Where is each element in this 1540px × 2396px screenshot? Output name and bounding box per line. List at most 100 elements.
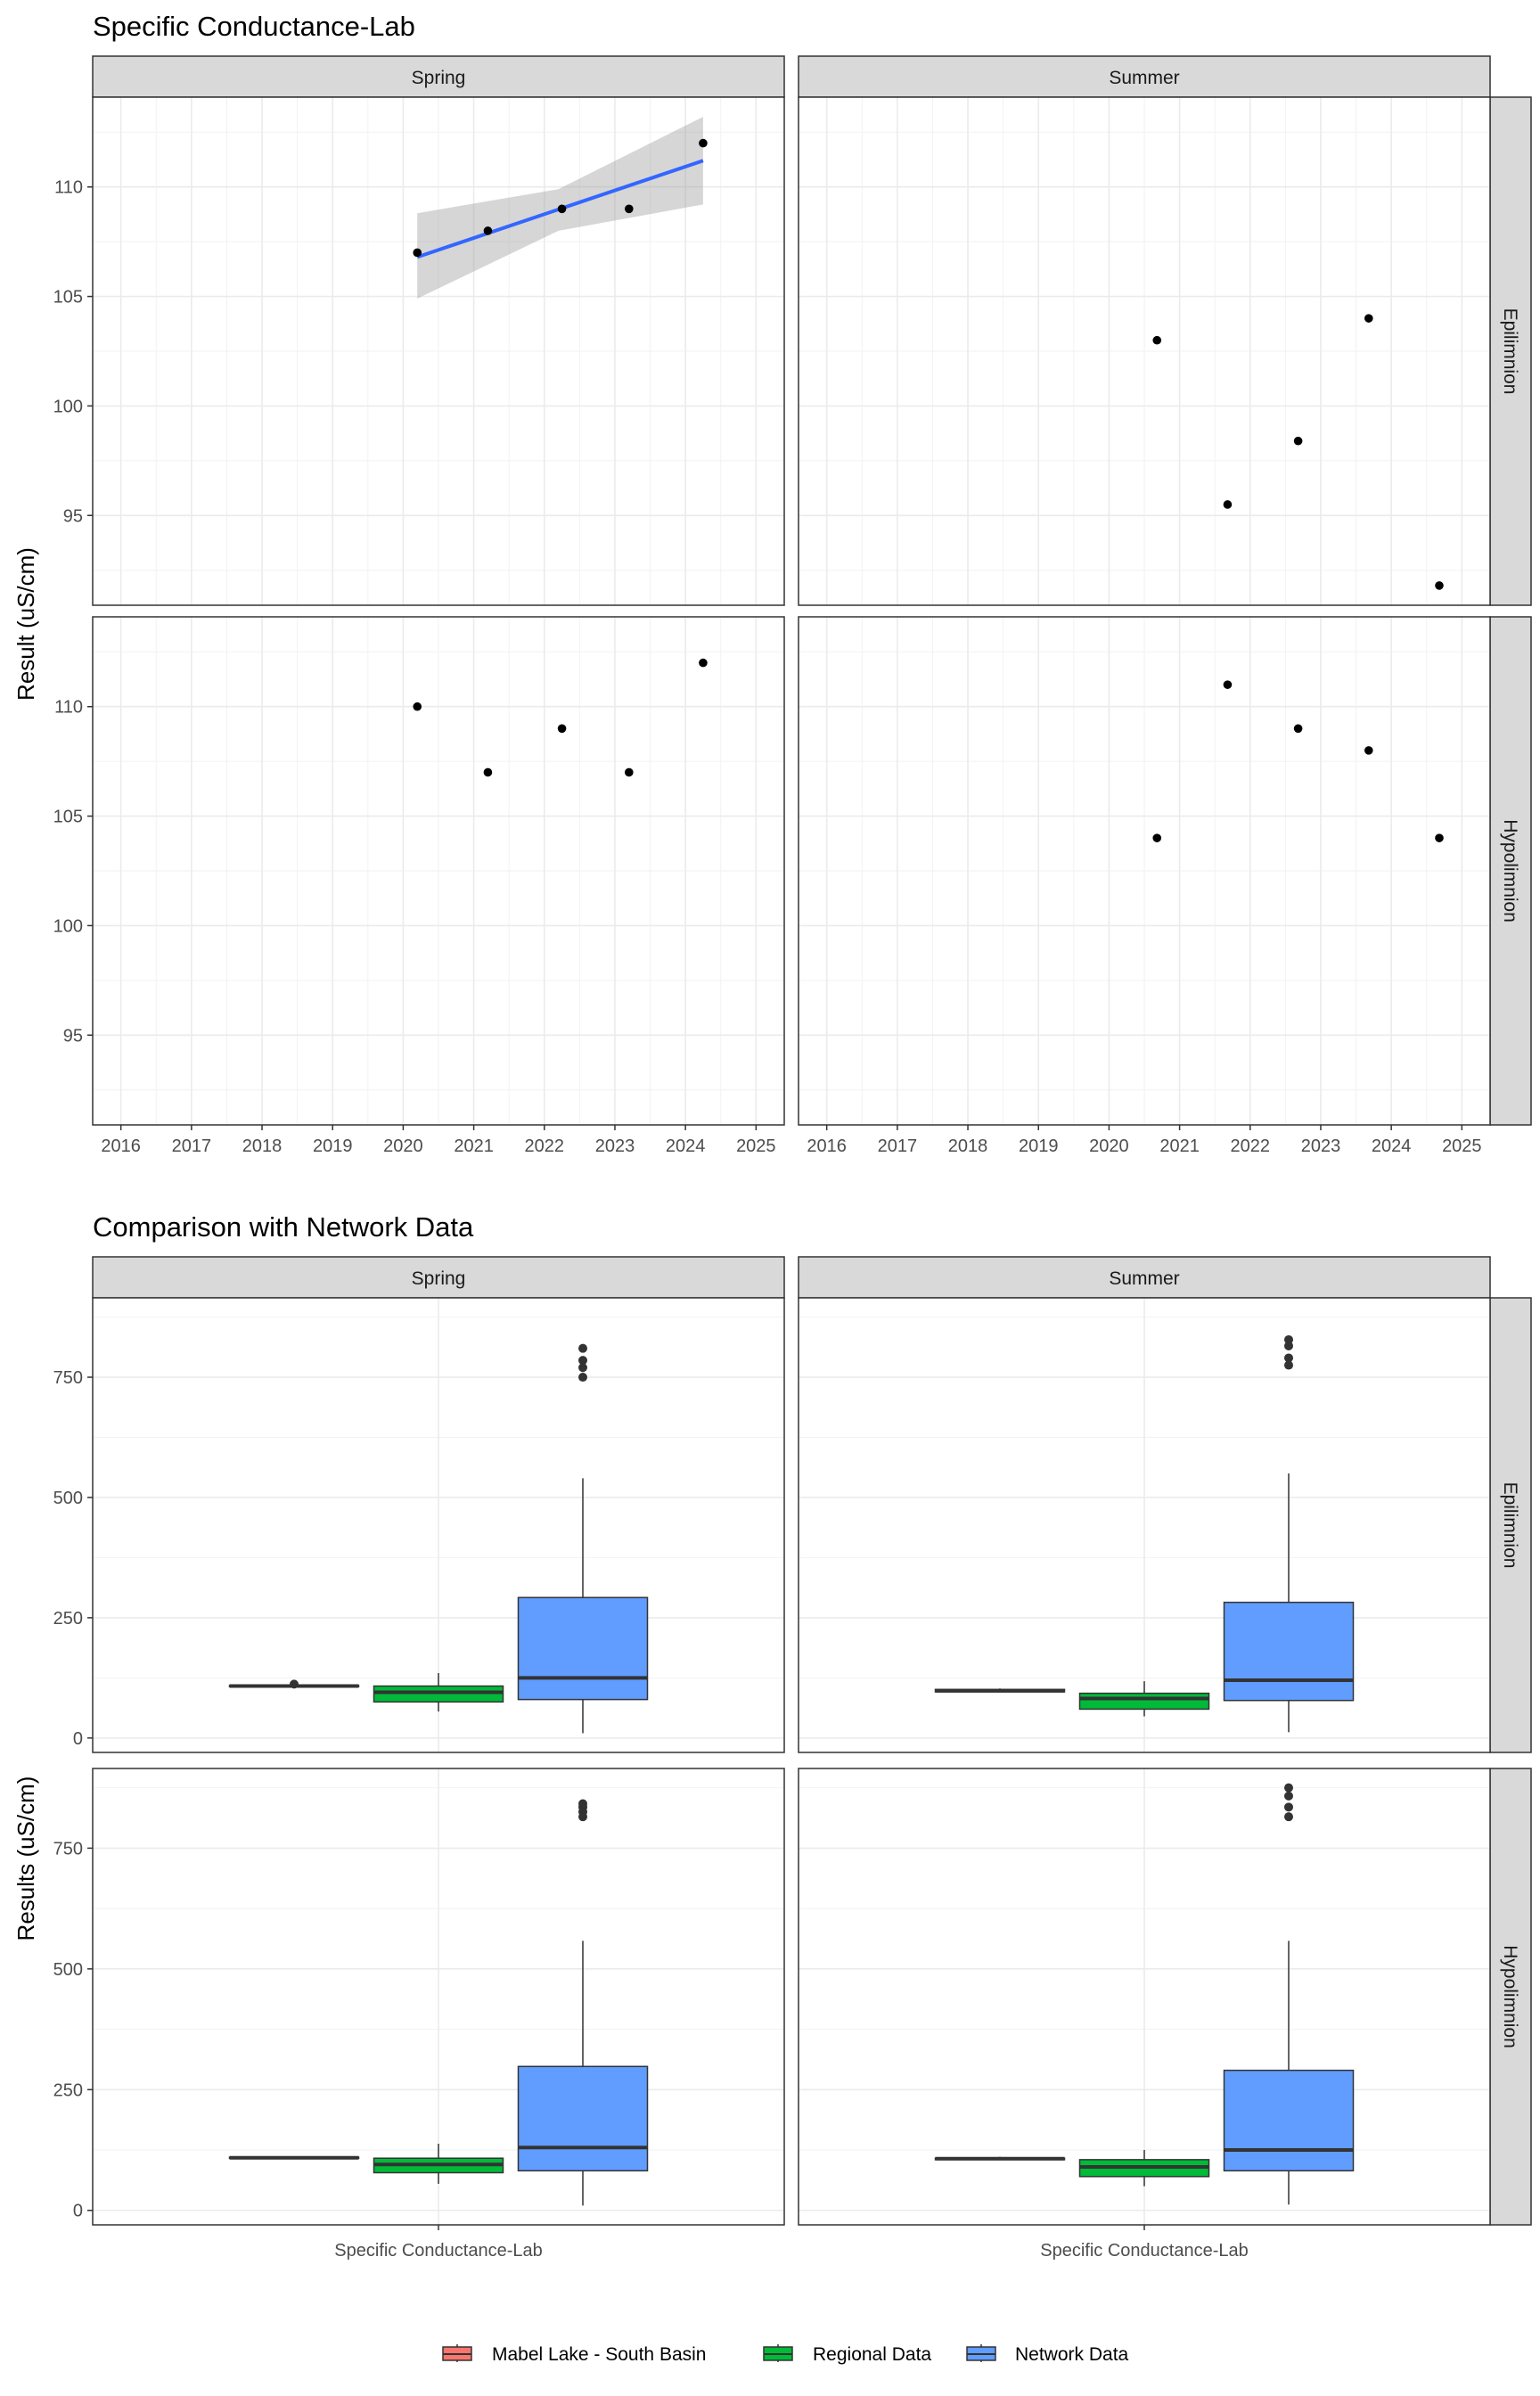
- data-point: [483, 226, 493, 235]
- y-tick-label: 95: [63, 1026, 83, 1046]
- data-point: [624, 204, 634, 214]
- chart2-panel-hypolimnion-spring: [92, 1768, 785, 2226]
- chart1-strip-epilimnion: Epilimnion: [1489, 96, 1532, 606]
- y-tick-label: 105: [53, 808, 83, 827]
- legend-label-regional-data: Regional Data: [813, 2344, 931, 2365]
- y-tick-label: 750: [53, 1368, 83, 1388]
- legend: Mabel Lake - South Basin Regional Data N…: [442, 2344, 1129, 2365]
- x-tick-label: 2016: [807, 1136, 847, 1156]
- y-tick-label: 100: [53, 916, 83, 936]
- data-point: [624, 767, 634, 777]
- chart1-y-axis: 95 100 105 110 95 100 105 110: [53, 178, 93, 1046]
- chart1-strip-spring-label: Spring: [412, 68, 466, 88]
- chart2-strip-summer: Summer: [798, 1256, 1491, 1299]
- chart2-strip-hypolimnion-label: Hypolimnion: [1500, 1945, 1520, 2048]
- x-tick-label: Specific Conductance-Lab: [1040, 2241, 1248, 2261]
- x-tick-label: 2025: [1442, 1136, 1482, 1156]
- box: [1223, 2069, 1355, 2172]
- x-tick-label: 2019: [313, 1136, 353, 1156]
- legend-key-network-data: [966, 2344, 996, 2362]
- data-point: [557, 204, 567, 214]
- outlier-point: [290, 1679, 299, 1689]
- chart2-strip-hypolimnion: Hypolimnion: [1489, 1768, 1532, 2226]
- panel-border: [798, 616, 1491, 1126]
- data-point: [413, 702, 422, 711]
- data-point: [1223, 500, 1233, 509]
- x-tick-label: 2020: [383, 1136, 423, 1156]
- chart1-panel-epilimnion-spring: [92, 96, 785, 606]
- data-point: [699, 658, 708, 668]
- x-tick-label: 2024: [1372, 1136, 1412, 1156]
- x-tick-label: 2019: [1019, 1136, 1059, 1156]
- chart2-y-axis: 0 250 500 750 0 250 500 750: [53, 1368, 93, 2221]
- outlier-point: [1284, 1360, 1293, 1370]
- x-tick-label: 2018: [948, 1136, 988, 1156]
- panel-border: [92, 616, 785, 1126]
- x-tick-label: 2018: [242, 1136, 283, 1156]
- x-tick-label: 2022: [1231, 1136, 1271, 1156]
- y-tick-label: 0: [73, 2202, 83, 2221]
- legend-key-regional-data: [763, 2344, 793, 2362]
- x-tick-label: 2021: [454, 1136, 494, 1156]
- chart1-panel-hypolimnion-summer: [798, 616, 1491, 1126]
- panel-border: [798, 96, 1491, 606]
- data-point: [699, 138, 708, 148]
- box: [517, 1596, 649, 1701]
- outlier-point: [1284, 1791, 1293, 1801]
- outlier-point: [578, 1373, 587, 1383]
- chart1-strip-hypolimnion-label: Hypolimnion: [1500, 819, 1520, 923]
- chart2-strip-summer-label: Summer: [1109, 1268, 1179, 1289]
- x-tick-label: 2016: [101, 1136, 141, 1156]
- outlier-point: [1284, 1812, 1293, 1822]
- chart2-title: Comparison with Network Data: [93, 1211, 474, 1243]
- chart2-strip-spring-label: Spring: [412, 1268, 466, 1289]
- x-tick-label: 2024: [666, 1136, 706, 1156]
- legend-label-network-data: Network Data: [1015, 2344, 1129, 2365]
- x-tick-label: 2017: [878, 1136, 918, 1156]
- chart2-panel-epilimnion-summer: [798, 1297, 1491, 1753]
- data-point: [483, 767, 493, 777]
- data-point: [1435, 581, 1444, 590]
- chart1-title: Specific Conductance-Lab: [93, 11, 415, 42]
- outlier-point: [1284, 1353, 1293, 1363]
- data-point: [1152, 833, 1162, 842]
- legend-label-mabel-lake: Mabel Lake - South Basin: [492, 2344, 706, 2365]
- data-point: [413, 248, 422, 258]
- y-tick-label: 500: [53, 1489, 83, 1508]
- y-tick-label: 110: [54, 178, 83, 198]
- panel-border: [92, 1297, 785, 1753]
- x-tick-label: 2023: [1301, 1136, 1341, 1156]
- panel-border: [798, 1297, 1491, 1753]
- chart1-panel-epilimnion-summer: [798, 96, 1491, 606]
- x-tick-label: 2021: [1159, 1136, 1200, 1156]
- chart2-panel-hypolimnion-summer: [798, 1768, 1491, 2226]
- y-tick-label: 750: [53, 1839, 83, 1859]
- outlier-point: [578, 1356, 587, 1366]
- chart2-strip-epilimnion: Epilimnion: [1489, 1297, 1532, 1753]
- chart2-x-axis: Specific Conductance-Lab Specific Conduct…: [334, 2225, 1249, 2261]
- x-tick-label: Specific Conductance-Lab: [334, 2241, 542, 2261]
- chart1-strip-spring: Spring: [92, 55, 785, 98]
- y-tick-label: 0: [73, 1729, 83, 1749]
- y-tick-label: 105: [53, 288, 83, 308]
- y-tick-label: 250: [53, 2080, 83, 2100]
- y-tick-label: 110: [54, 698, 83, 718]
- data-point: [557, 724, 567, 734]
- outlier-point: [1284, 1802, 1293, 1812]
- y-tick-label: 250: [53, 1609, 83, 1629]
- chart1-strip-hypolimnion: Hypolimnion: [1489, 616, 1532, 1126]
- chart1-strip-summer-label: Summer: [1109, 68, 1179, 88]
- y-tick-label: 500: [53, 1960, 83, 1980]
- data-point: [1293, 436, 1303, 446]
- data-point: [1293, 724, 1303, 734]
- chart1-panel-hypolimnion-spring: [92, 616, 785, 1126]
- outlier-point: [1284, 1334, 1293, 1344]
- chart2-strip-epilimnion-label: Epilimnion: [1500, 1482, 1520, 1569]
- legend-key-mabel-lake: [442, 2344, 472, 2362]
- chart2-panel-epilimnion-spring: [92, 1297, 785, 1753]
- panel-border: [92, 96, 785, 606]
- y-tick-label: 95: [63, 506, 83, 526]
- x-tick-label: 2020: [1089, 1136, 1129, 1156]
- x-tick-label: 2017: [172, 1136, 212, 1156]
